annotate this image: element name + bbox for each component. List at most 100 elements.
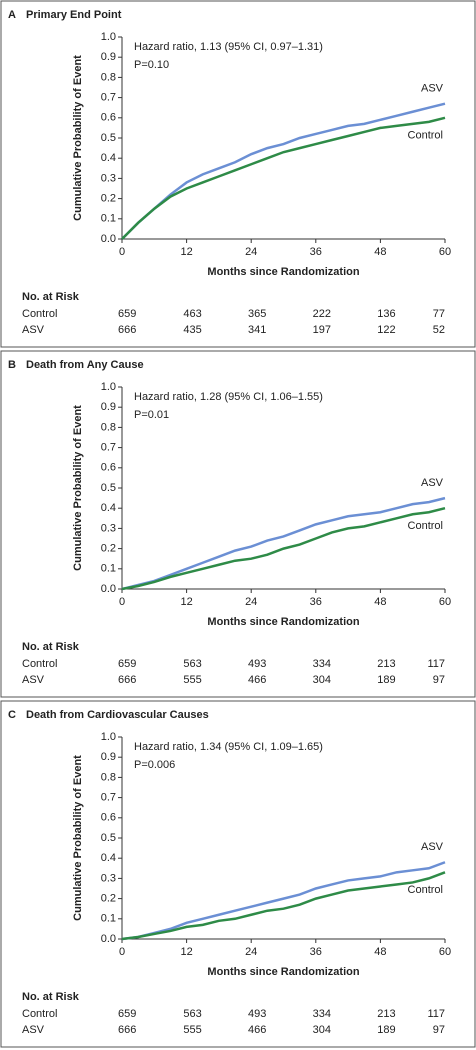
panel-title: Death from Any Cause: [26, 359, 144, 371]
risk-table-title: No. at Risk: [22, 641, 80, 653]
y-tick-label: 1.0: [101, 381, 116, 393]
y-tick-label: 0.1: [101, 913, 116, 925]
risk-value: 466: [248, 674, 266, 686]
y-tick-label: 0.0: [101, 933, 116, 945]
y-axis-label: Cumulative Probability of Event: [72, 755, 84, 921]
risk-value: 493: [248, 658, 266, 670]
x-tick-label: 0: [119, 946, 125, 958]
y-tick-label: 0.7: [101, 442, 116, 454]
risk-value: 666: [118, 674, 136, 686]
risk-value: 666: [118, 324, 136, 336]
panel-label: C: [8, 709, 16, 721]
risk-value: 659: [118, 308, 136, 320]
risk-value: 555: [183, 674, 201, 686]
y-tick-label: 0.5: [101, 832, 116, 844]
series-label: ASV: [421, 841, 444, 853]
risk-value: 197: [313, 324, 331, 336]
y-tick-label: 0.7: [101, 92, 116, 104]
y-tick-label: 1.0: [101, 731, 116, 743]
risk-value: 97: [433, 674, 445, 686]
y-tick-label: 0.5: [101, 482, 116, 494]
series-line: [121, 102, 446, 240]
risk-value: 122: [377, 324, 395, 336]
x-tick-label: 48: [374, 246, 386, 258]
x-tick-label: 36: [310, 596, 322, 608]
x-tick-label: 12: [180, 946, 192, 958]
x-tick-label: 24: [245, 246, 257, 258]
series-line: [121, 116, 446, 240]
panel-border: [0, 350, 476, 698]
panel-label: B: [8, 359, 16, 371]
risk-value: 493: [248, 1008, 266, 1020]
series-label: Control: [408, 130, 443, 142]
annotation: Hazard ratio, 1.34 (95% CI, 1.09–1.65): [134, 741, 323, 753]
risk-value: 189: [377, 1024, 395, 1036]
y-tick-label: 0.1: [101, 563, 116, 575]
risk-value: 555: [183, 1024, 201, 1036]
risk-value: 563: [183, 658, 201, 670]
annotation: Hazard ratio, 1.13 (95% CI, 0.97–1.31): [134, 41, 323, 53]
x-tick-label: 60: [439, 946, 451, 958]
y-tick-label: 0.4: [101, 152, 116, 164]
y-tick-label: 0.4: [101, 852, 116, 864]
y-tick-label: 0.8: [101, 771, 116, 783]
x-tick-label: 24: [245, 946, 257, 958]
series-line: [121, 506, 446, 591]
annotation: P=0.10: [134, 59, 169, 71]
y-tick-label: 0.3: [101, 522, 116, 534]
risk-value: 97: [433, 1024, 445, 1036]
y-tick-label: 0.5: [101, 132, 116, 144]
risk-value: 304: [313, 1024, 331, 1036]
y-tick-label: 0.9: [101, 751, 116, 763]
series-line: [121, 861, 446, 941]
risk-row-label: Control: [22, 658, 57, 670]
x-tick-label: 0: [119, 246, 125, 258]
y-tick-label: 0.6: [101, 112, 116, 124]
risk-value: 213: [377, 658, 395, 670]
risk-value: 52: [433, 324, 445, 336]
y-tick-label: 0.4: [101, 502, 116, 514]
annotation: P=0.01: [134, 409, 169, 421]
x-axis-label: Months since Randomization: [207, 266, 359, 278]
panel-title: Primary End Point: [26, 9, 122, 21]
risk-value: 117: [427, 1008, 445, 1020]
risk-value: 334: [313, 1008, 331, 1020]
x-axis-label: Months since Randomization: [207, 966, 359, 978]
risk-value: 77: [433, 308, 445, 320]
risk-value: 334: [313, 658, 331, 670]
series-label: Control: [408, 884, 443, 896]
y-tick-label: 0.7: [101, 792, 116, 804]
risk-value: 189: [377, 674, 395, 686]
risk-row-label: ASV: [22, 674, 45, 686]
risk-value: 463: [183, 308, 201, 320]
y-axis-label: Cumulative Probability of Event: [72, 55, 84, 221]
panel-title: Death from Cardiovascular Causes: [26, 709, 209, 721]
y-tick-label: 0.3: [101, 872, 116, 884]
panel-border: [0, 0, 476, 348]
risk-table-title: No. at Risk: [22, 291, 80, 303]
risk-value: 213: [377, 1008, 395, 1020]
risk-row-label: Control: [22, 308, 57, 320]
risk-value: 466: [248, 1024, 266, 1036]
panel-label: A: [8, 9, 16, 21]
x-tick-label: 12: [180, 596, 192, 608]
risk-value: 222: [313, 308, 331, 320]
y-axis-label: Cumulative Probability of Event: [72, 405, 84, 571]
risk-row-label: ASV: [22, 324, 45, 336]
y-tick-label: 1.0: [101, 31, 116, 43]
x-tick-label: 24: [245, 596, 257, 608]
x-tick-label: 0: [119, 596, 125, 608]
risk-value: 563: [183, 1008, 201, 1020]
y-tick-label: 0.2: [101, 193, 116, 205]
y-tick-label: 0.8: [101, 71, 116, 83]
x-tick-label: 36: [310, 946, 322, 958]
x-tick-label: 12: [180, 246, 192, 258]
risk-row-label: ASV: [22, 1024, 45, 1036]
series-label: ASV: [421, 477, 444, 489]
series-label: Control: [408, 520, 443, 532]
y-tick-label: 0.1: [101, 213, 116, 225]
y-tick-label: 0.6: [101, 462, 116, 474]
risk-value: 365: [248, 308, 266, 320]
risk-value: 341: [248, 324, 266, 336]
x-tick-label: 48: [374, 946, 386, 958]
